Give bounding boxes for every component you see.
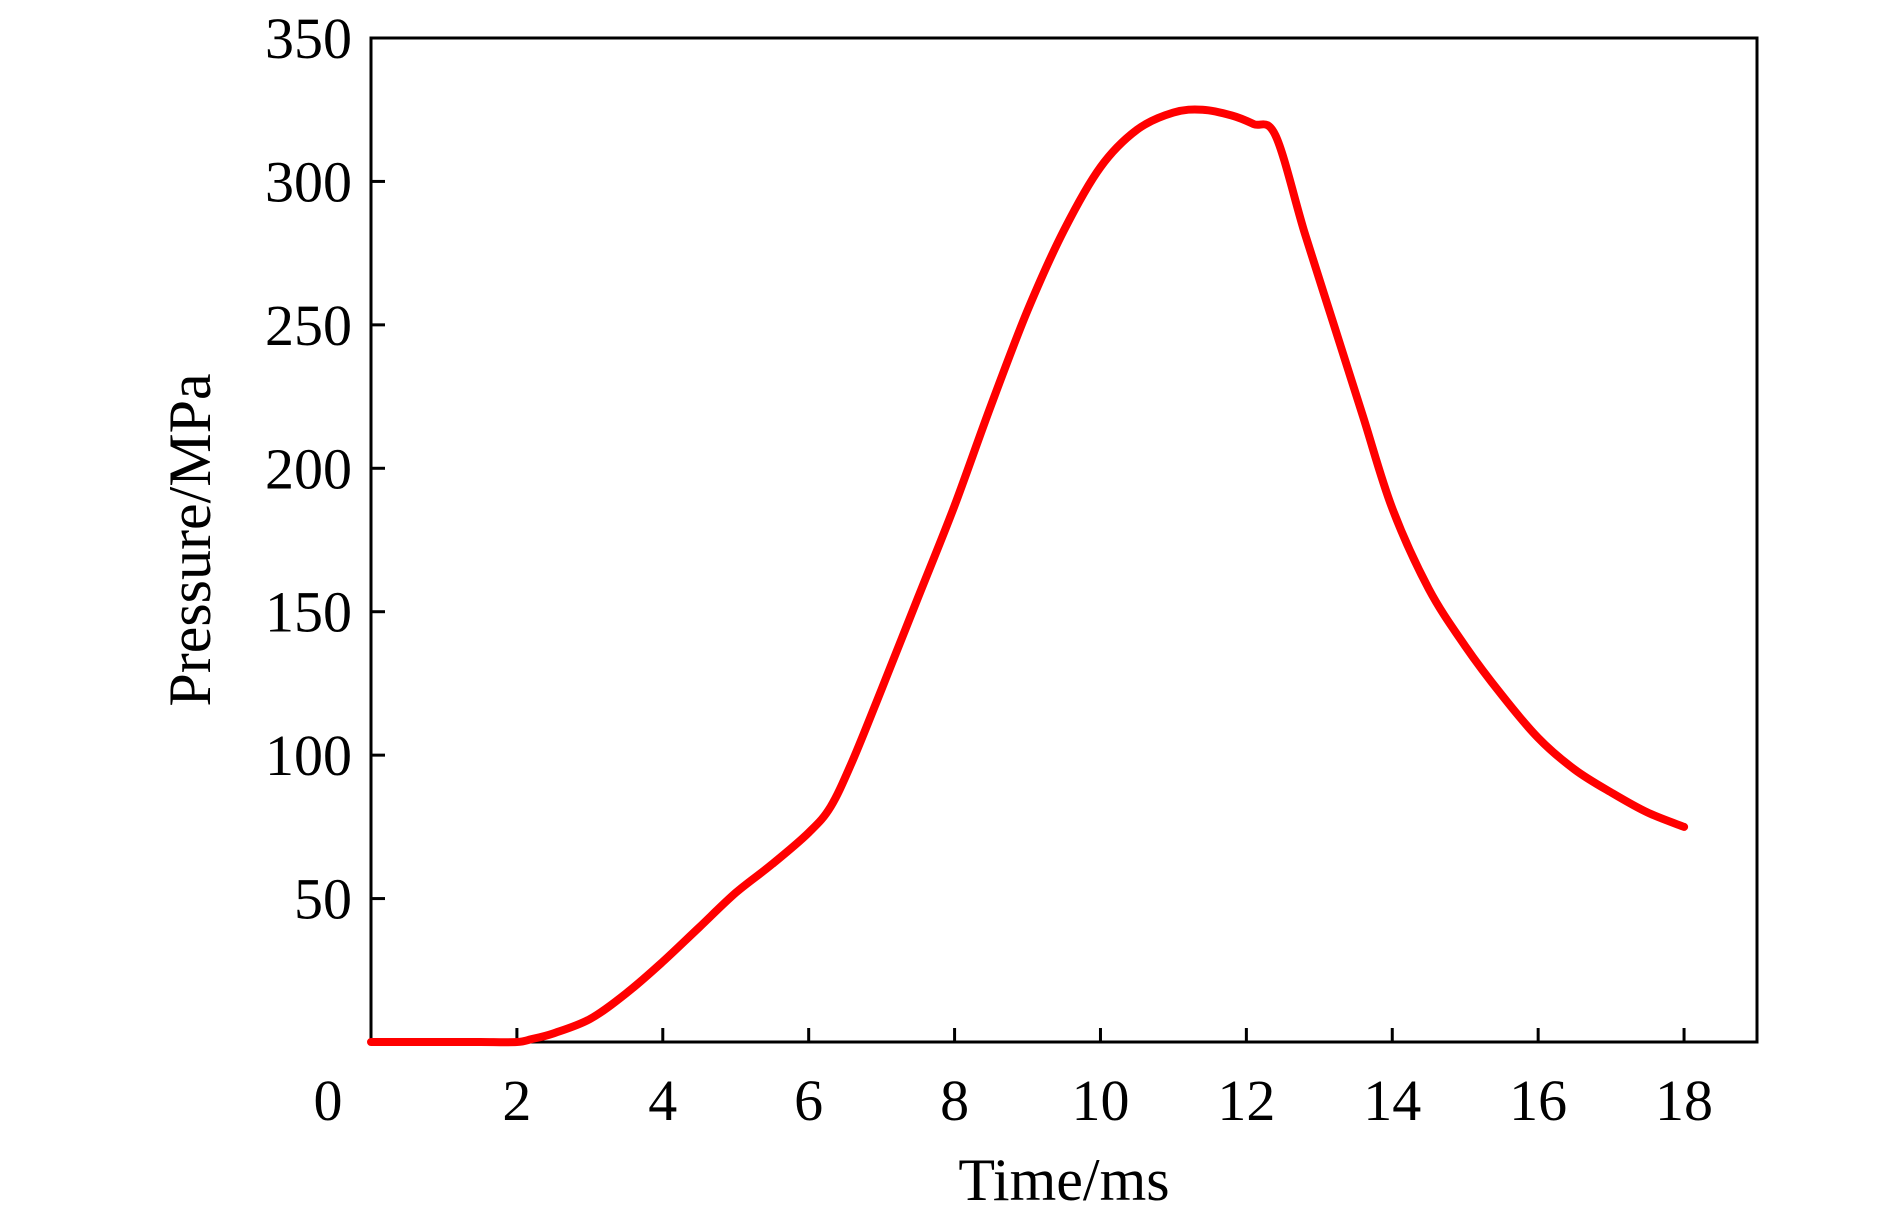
plot-frame	[369, 36, 1759, 1044]
x-tick-label: 8	[940, 1068, 969, 1133]
y-tick-label: 150	[265, 580, 352, 645]
x-axis-ticks: 0 2 4 6 8 10 12 14 16 18	[314, 1028, 1713, 1133]
pressure-series-line	[367, 105, 1689, 1047]
origin-label: 0	[314, 1068, 343, 1133]
y-axis-label: Pressure/MPa	[157, 373, 223, 706]
y-tick-label: 200	[265, 436, 352, 501]
y-tick-label: 50	[294, 867, 352, 932]
x-tick-label: 2	[502, 1068, 531, 1133]
x-tick-label: 6	[794, 1068, 823, 1133]
y-tick-label: 350	[265, 6, 352, 71]
x-axis-label: Time/ms	[958, 1147, 1169, 1213]
y-tick-label: 100	[265, 723, 352, 788]
y-tick-label: 300	[265, 149, 352, 214]
x-tick-label: 18	[1655, 1068, 1713, 1133]
x-tick-label: 14	[1363, 1068, 1421, 1133]
x-tick-label: 4	[648, 1068, 677, 1133]
y-tick-label: 250	[265, 293, 352, 358]
x-tick-label: 16	[1509, 1068, 1567, 1133]
x-tick-label: 12	[1217, 1068, 1275, 1133]
y-axis-ticks: 50 100 150 200 250 300 350	[265, 6, 385, 932]
x-tick-label: 10	[1071, 1068, 1129, 1133]
